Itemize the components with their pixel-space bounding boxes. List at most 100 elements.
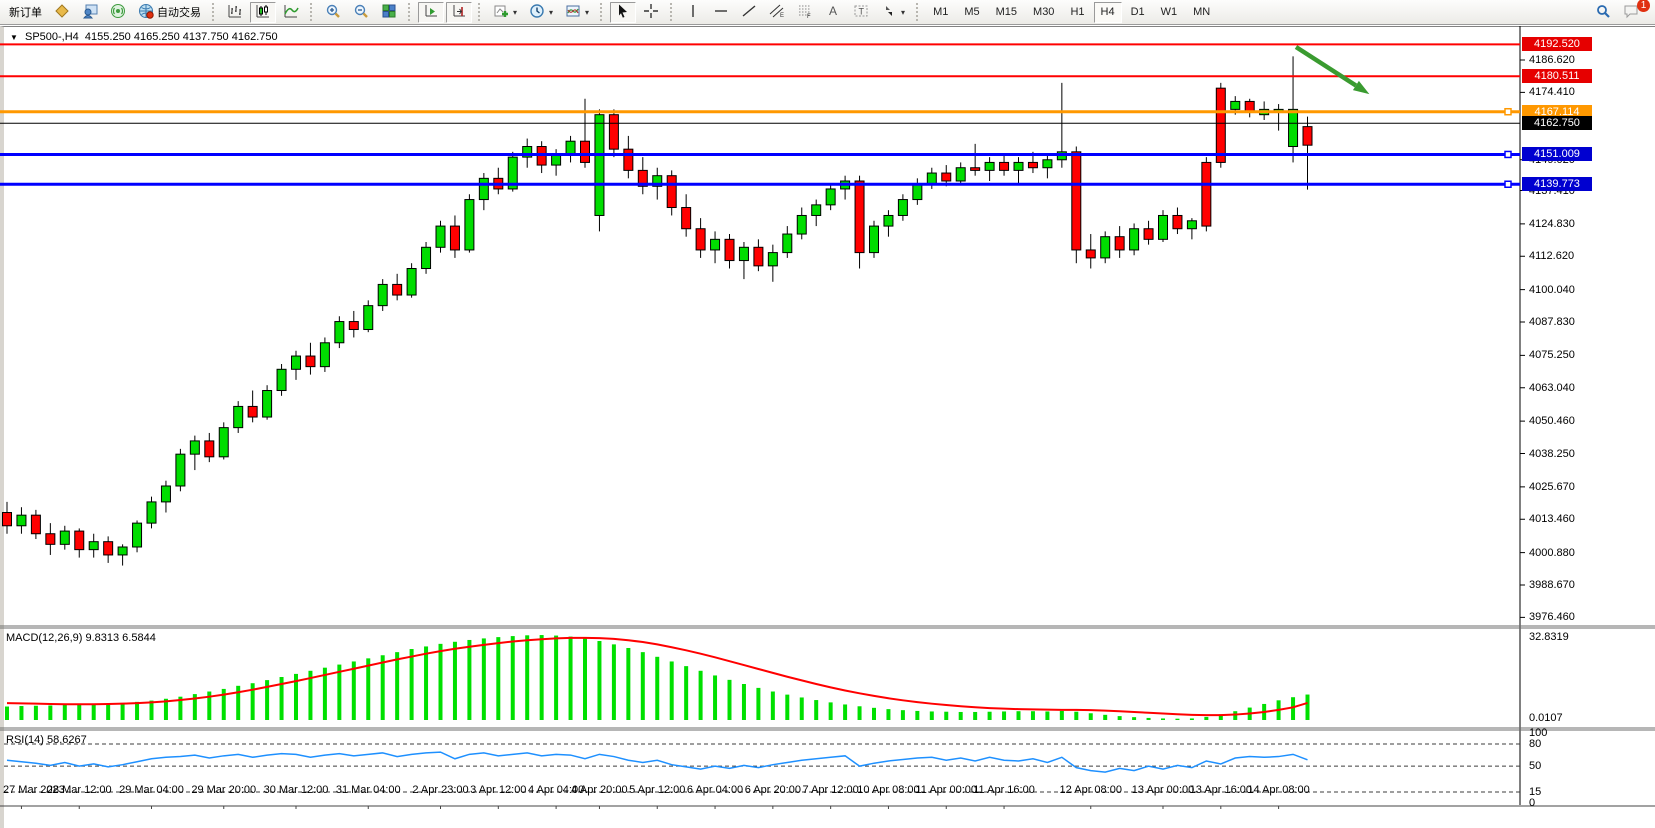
candle: [854, 180, 865, 254]
candle: [1100, 236, 1111, 259]
timeframe-button-m15[interactable]: M15: [995, 6, 1018, 18]
candle: [160, 485, 171, 503]
candle: [507, 156, 518, 190]
macd-values: 9.8313 6.5844: [85, 632, 156, 644]
candle: [912, 183, 923, 201]
candle: [869, 225, 879, 254]
candle: [580, 140, 590, 163]
vertical-line-button[interactable]: [680, 2, 706, 23]
templates-button[interactable]: ▾: [560, 2, 594, 23]
date-axis-label: 28 Mar 12:00: [46, 784, 112, 796]
candle: [117, 546, 128, 556]
candle: [406, 268, 417, 296]
candle: [59, 530, 70, 545]
candle: [449, 225, 460, 251]
chart-shift-button[interactable]: [446, 1, 472, 23]
macd-histogram-bar: [496, 637, 501, 720]
auto-scroll-button[interactable]: [418, 1, 444, 23]
metaquotes-button[interactable]: [49, 2, 75, 23]
price-axis-tick-label: 4174.410: [1529, 86, 1575, 99]
clock-icon: [529, 3, 545, 22]
signals-button[interactable]: [105, 2, 131, 23]
toolbar-separator: [408, 3, 412, 21]
date-axis-label: 14 Apr 08:00: [1247, 784, 1310, 796]
toolbar-separator: [478, 3, 482, 21]
macd-histogram-bar: [684, 666, 689, 720]
label-button[interactable]: T: [848, 2, 874, 23]
horizontal-line-button[interactable]: [708, 2, 734, 23]
zoom-out-button[interactable]: [348, 2, 374, 23]
candle: [1143, 228, 1154, 240]
timeframe-button-w1[interactable]: W1: [1160, 6, 1178, 18]
macd-signal-line: [6, 636, 1308, 717]
chart-bars-button[interactable]: [222, 2, 248, 23]
search-button[interactable]: [1590, 2, 1616, 23]
timeframe-button-h4[interactable]: H4: [1093, 1, 1122, 23]
macd-histogram-bar: [597, 641, 602, 720]
window-menu-icon[interactable]: ▼: [10, 33, 18, 42]
notifications-button[interactable]: 1: [1618, 0, 1650, 23]
auto-scroll-icon: [423, 3, 439, 22]
timeframe-button-m5[interactable]: M5: [964, 6, 980, 18]
chart-window[interactable]: ▼ SP500-,H4 4155.250 4165.250 4137.750 4…: [0, 26, 1655, 828]
channel-button[interactable]: E: [764, 2, 790, 23]
cursor-button[interactable]: [610, 1, 637, 23]
macd-histogram-bar: [1045, 711, 1050, 720]
level-line-handle[interactable]: [1504, 150, 1512, 159]
timeframe-button-m1[interactable]: M1: [933, 6, 949, 18]
timeframe-button-h1[interactable]: H1: [1070, 6, 1085, 18]
periods-button[interactable]: ▾: [524, 2, 558, 23]
chart-line-button[interactable]: [278, 2, 304, 23]
macd-histogram-bar: [91, 704, 96, 720]
date-axis-label: 11 Apr 00:00: [915, 784, 978, 796]
macd-histogram-bar: [640, 652, 645, 720]
price-axis-tick-label: 4050.460: [1529, 415, 1575, 428]
fibonacci-icon: F: [797, 3, 813, 22]
tile-windows-button[interactable]: [376, 2, 402, 23]
auto-trading-button[interactable]: 自动交易: [133, 2, 206, 23]
fibonacci-button[interactable]: F: [792, 2, 818, 23]
price-badge: 4192.520: [1522, 37, 1592, 52]
macd-histogram-bar: [265, 680, 270, 720]
zoom-in-button[interactable]: [320, 2, 346, 23]
macd-histogram-bar: [900, 710, 905, 720]
trendline-button[interactable]: [736, 2, 762, 23]
toolbar-separator: [600, 3, 604, 21]
timeframe-button-d1[interactable]: D1: [1130, 6, 1145, 18]
macd-histogram-bar: [48, 705, 53, 720]
candle: [738, 246, 749, 262]
macd-histogram-bar: [409, 649, 414, 720]
tile-windows-icon: [381, 3, 397, 22]
crosshair-button[interactable]: [638, 2, 664, 23]
auto-trading-label: 自动交易: [157, 7, 201, 19]
macd-histogram-bar: [857, 706, 862, 720]
candle: [348, 321, 359, 331]
timeframe-button-mn[interactable]: MN: [1193, 6, 1211, 18]
profile-button[interactable]: [77, 2, 103, 23]
level-line-handle[interactable]: [1504, 180, 1512, 188]
macd-histogram-bar: [886, 709, 891, 720]
candle: [681, 207, 692, 230]
arrows-button[interactable]: ▾: [876, 2, 910, 23]
macd-histogram-bar: [380, 655, 385, 720]
text-a-icon: A: [825, 3, 841, 22]
timeframe-button-m30[interactable]: M30: [1033, 6, 1055, 18]
text-button[interactable]: A: [820, 2, 846, 23]
level-line-handle[interactable]: [1504, 107, 1512, 116]
macd-axis-min: 0.0107: [1529, 712, 1563, 724]
indicators-button[interactable]: ▾: [488, 2, 522, 23]
macd-histogram-bar: [1305, 694, 1310, 720]
bar-chart-icon: [227, 3, 243, 22]
candle: [565, 140, 576, 155]
new-order-button[interactable]: 新订单: [4, 2, 47, 23]
chart-shift-icon: [451, 3, 467, 22]
chart-candles-button[interactable]: [250, 1, 276, 23]
trend-arrow[interactable]: [1294, 45, 1358, 88]
macd-histogram-bar: [611, 644, 616, 720]
candle: [132, 522, 143, 548]
rsi-level-label: 100: [1529, 727, 1548, 739]
template-icon: [565, 3, 581, 22]
profile-icon: [82, 3, 98, 22]
candle: [305, 355, 316, 368]
